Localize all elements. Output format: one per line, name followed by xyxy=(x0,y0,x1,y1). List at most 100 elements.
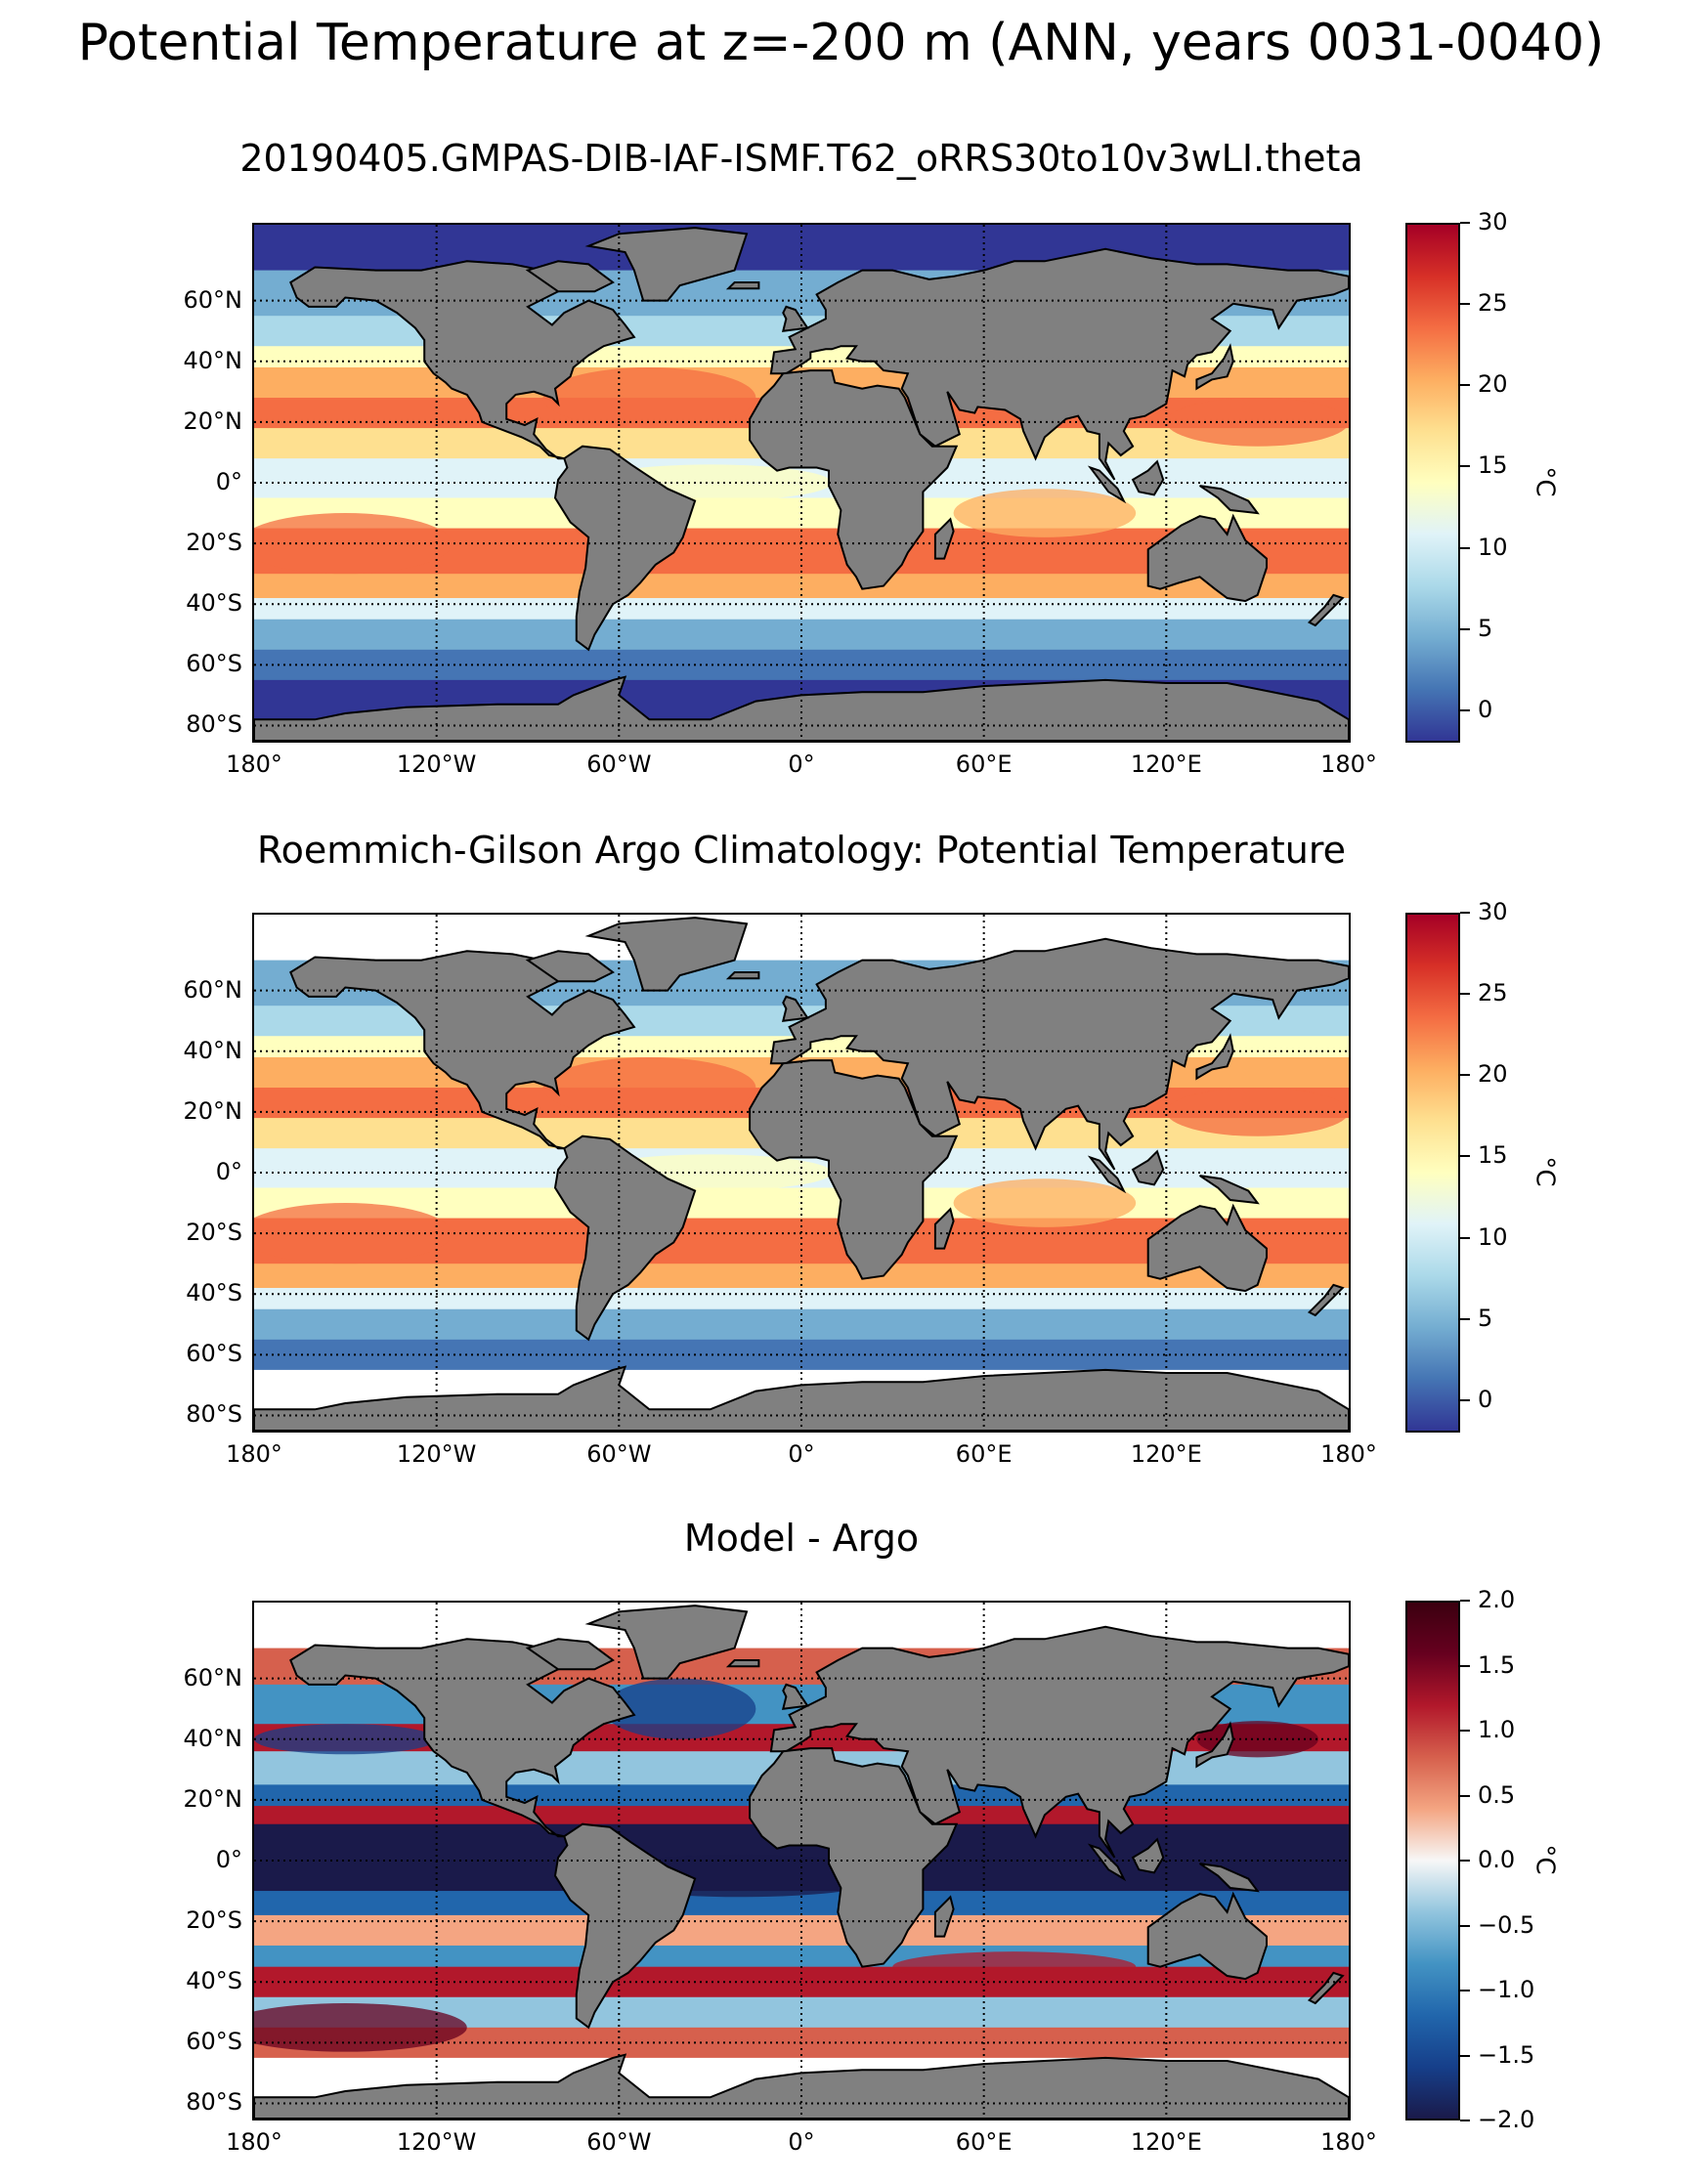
colorbar-tick-label: −1.5 xyxy=(1478,2040,1535,2069)
colorbar-tick-label: 1.5 xyxy=(1478,1650,1516,1679)
colorbar-tick-label: −1.0 xyxy=(1478,1976,1535,2003)
new-zealand-landmass xyxy=(1307,1283,1345,1317)
iceland-landmass xyxy=(725,1659,760,1668)
colorbar-label: °C xyxy=(1530,466,1560,497)
iceland-landmass xyxy=(725,971,760,980)
colorbar-tick-label: 20 xyxy=(1478,370,1508,399)
lat-tick-label: 20°N xyxy=(183,1784,243,1813)
colorbar-tick-label: 0 xyxy=(1478,1385,1493,1413)
colorbar-tick-mark xyxy=(1460,993,1470,996)
field-anomaly xyxy=(542,366,756,429)
colorbar-tick-mark xyxy=(1460,303,1470,306)
sumatra-landmass xyxy=(1087,1843,1127,1882)
lon-tick-label: 120°E xyxy=(1130,750,1202,778)
colorbar-tick-mark xyxy=(1460,546,1470,549)
colorbar-tick-label: 0 xyxy=(1478,695,1493,723)
madagascar-landmass xyxy=(933,517,955,560)
lat-tick-label: 60°N xyxy=(183,285,243,314)
lat-tick-label: 20°S xyxy=(186,1906,242,1935)
lat-tick-label: 80°S xyxy=(186,1400,242,1429)
map-svg xyxy=(254,915,1349,1431)
colorbar-tick-label: 0.0 xyxy=(1478,1846,1516,1873)
lat-tick-label: 40°N xyxy=(183,1724,243,1752)
field-anomaly xyxy=(254,1724,437,1755)
lat-tick-label: 20°S xyxy=(186,529,242,557)
new-guinea-landmass xyxy=(1199,485,1260,515)
lon-tick-label: 0° xyxy=(788,1440,815,1468)
new-guinea-landmass xyxy=(1199,1175,1260,1205)
lon-tick-label: 180° xyxy=(1320,750,1377,778)
madagascar-landmass xyxy=(933,1895,955,1938)
colorbar-tick-label: 15 xyxy=(1478,451,1508,480)
lat-tick-label: 40°S xyxy=(186,1967,242,1995)
field-anomaly xyxy=(542,1056,756,1119)
colorbar-tick-label: 25 xyxy=(1478,289,1508,318)
lat-tick-label: 60°S xyxy=(186,650,242,678)
lat-tick-label: 40°N xyxy=(183,1036,243,1064)
borneo-landmass xyxy=(1131,1149,1165,1186)
map-panel xyxy=(252,223,1351,743)
colorbar-tick-mark xyxy=(1460,1398,1470,1401)
lat-tick-label: 40°S xyxy=(186,589,242,618)
map-panel xyxy=(252,913,1351,1433)
colorbar-tick-mark xyxy=(1460,627,1470,630)
colorbar xyxy=(1405,1601,1460,2120)
greenland-landmass xyxy=(584,917,749,992)
colorbar-tick-label: 30 xyxy=(1478,208,1508,236)
colorbar-tick-label: 0.5 xyxy=(1478,1780,1516,1809)
north-america-landmass xyxy=(289,950,636,1150)
madagascar-landmass xyxy=(933,1207,955,1250)
borneo-landmass xyxy=(1131,459,1165,496)
lat-tick-label: 20°N xyxy=(183,1096,243,1125)
colorbar-tick-mark xyxy=(1460,384,1470,387)
borneo-landmass xyxy=(1131,1837,1165,1874)
colorbar-tick-label: 5 xyxy=(1478,1304,1493,1332)
lat-tick-label: 60°S xyxy=(186,2028,242,2056)
lon-tick-label: 180° xyxy=(1320,2128,1377,2156)
lon-tick-label: 180° xyxy=(226,1440,282,1468)
colorbar-tick-label: 30 xyxy=(1478,898,1508,925)
map-svg xyxy=(254,225,1349,741)
new-guinea-landmass xyxy=(1199,1863,1260,1893)
lat-tick-label: 40°S xyxy=(186,1279,242,1307)
colorbar-tick-label: 1.0 xyxy=(1478,1716,1516,1743)
north-america-landmass xyxy=(289,1638,636,1838)
colorbar-tick-label: 20 xyxy=(1478,1060,1508,1089)
lon-tick-label: 120°E xyxy=(1130,1440,1202,1468)
lon-tick-label: 60°W xyxy=(586,1440,652,1468)
colorbar-tick-mark xyxy=(1460,2120,1470,2121)
colorbar-tick-mark xyxy=(1460,1664,1470,1667)
lon-tick-label: 0° xyxy=(788,750,815,778)
lon-tick-label: 0° xyxy=(788,2128,815,2156)
eurasia-landmass xyxy=(769,1625,1349,1859)
lon-tick-label: 120°W xyxy=(396,1440,477,1468)
lat-tick-label: 0° xyxy=(215,1158,242,1185)
field-anomaly xyxy=(603,1678,756,1739)
colorbar-tick-mark xyxy=(1460,1236,1470,1239)
baffin-landmass xyxy=(525,1638,616,1671)
lat-tick-label: 40°N xyxy=(183,346,243,374)
field-anomaly xyxy=(254,513,453,575)
lat-tick-label: 0° xyxy=(215,1846,242,1873)
lat-tick-label: 80°S xyxy=(186,2088,242,2117)
greenland-landmass xyxy=(584,1605,749,1680)
panel-title: 20190405.GMPAS-DIB-IAF-ISMF.T62_oRRS30to… xyxy=(239,137,1363,180)
colorbar-tick-mark xyxy=(1460,1794,1470,1797)
sumatra-landmass xyxy=(1087,465,1127,504)
field-anomaly xyxy=(254,2002,467,2052)
colorbar-label: °C xyxy=(1530,1844,1560,1875)
lon-tick-label: 180° xyxy=(226,750,282,778)
lat-tick-label: 80°S xyxy=(186,710,242,739)
lon-tick-label: 60°W xyxy=(586,2128,652,2156)
colorbar-tick-label: 10 xyxy=(1478,1222,1508,1251)
australia-landmass xyxy=(1146,1891,1268,1981)
eurasia-landmass xyxy=(769,937,1349,1171)
japan-landmass xyxy=(1195,1033,1234,1081)
lon-tick-label: 60°W xyxy=(586,750,652,778)
lon-tick-label: 120°E xyxy=(1130,2128,1202,2156)
lon-tick-label: 60°E xyxy=(955,2128,1013,2156)
lon-tick-label: 180° xyxy=(226,2128,282,2156)
lon-tick-label: 120°W xyxy=(396,2128,477,2156)
colorbar-tick-label: 15 xyxy=(1478,1141,1508,1170)
figure-title: Potential Temperature at z=-200 m (ANN, … xyxy=(77,14,1605,72)
